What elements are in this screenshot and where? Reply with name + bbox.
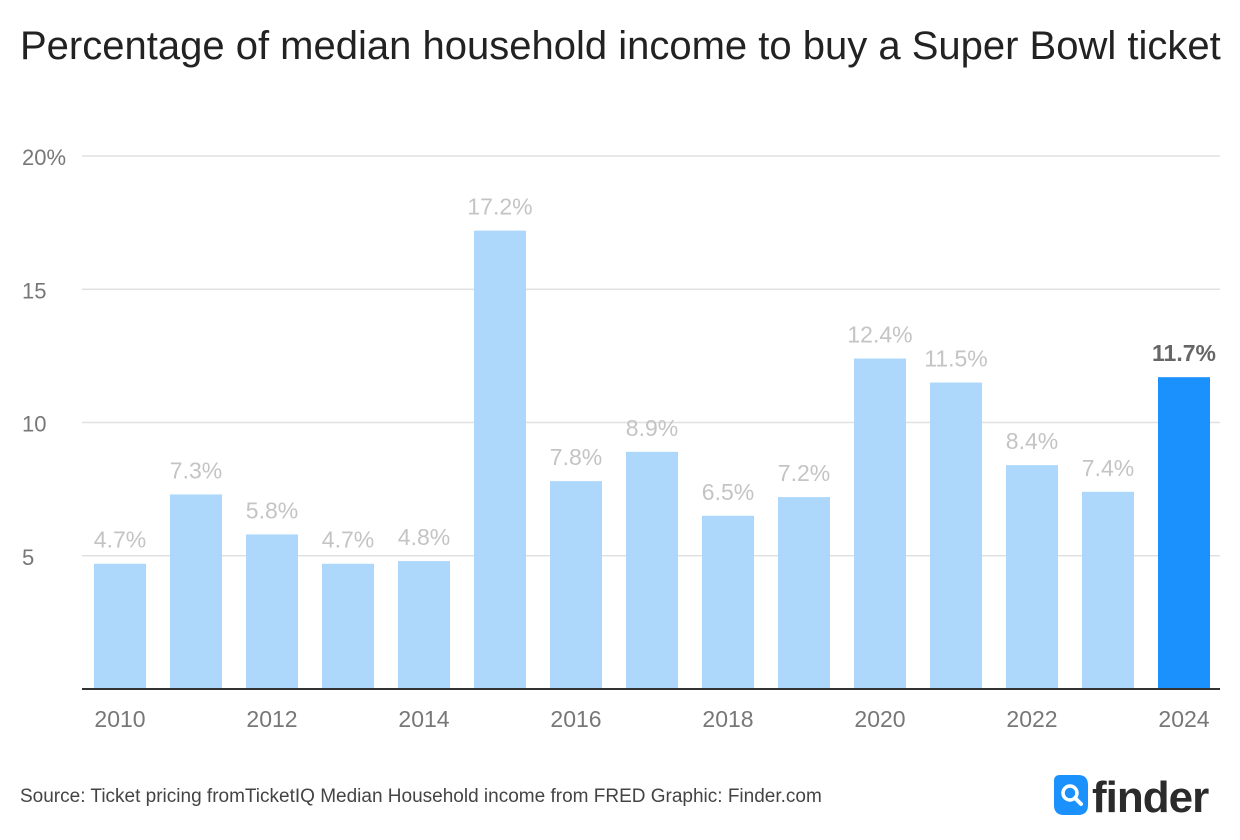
data-label: 17.2% [467, 194, 532, 220]
bar-2024 [1158, 377, 1210, 689]
y-tick-label: 15 [22, 278, 46, 303]
bar-2021 [930, 382, 982, 689]
data-label: 8.4% [1006, 428, 1058, 454]
y-tick-label: 20% [22, 145, 66, 170]
data-label: 5.8% [246, 497, 298, 523]
x-tick-label: 2016 [550, 706, 601, 732]
bar-2022 [1006, 465, 1058, 689]
x-tick-label: 2014 [398, 706, 449, 732]
x-tick-label: 2022 [1006, 706, 1057, 732]
magnifier-icon-lens [1061, 784, 1079, 802]
bar-2016 [550, 481, 602, 689]
data-label: 7.2% [778, 460, 830, 486]
bar-2011 [170, 494, 222, 689]
data-label: 6.5% [702, 479, 754, 505]
finder-logo-icon [1054, 775, 1088, 815]
y-tick-label: 10 [22, 412, 46, 437]
bar-2012 [246, 534, 298, 689]
bar-2018 [702, 515, 754, 689]
bar-2015 [474, 230, 526, 689]
data-label: 4.7% [94, 527, 146, 553]
finder-logo: finder [1054, 773, 1210, 822]
finder-logo-text: finder [1092, 773, 1209, 822]
data-label: 7.3% [170, 457, 222, 483]
bar-2020 [854, 358, 906, 689]
magnifier-icon-handle [1073, 796, 1083, 806]
data-labels: 4.7% 7.3% 5.8% 4.7% 4.8% 17.2% 7.8% 8.9% 6.5% 7.2… [94, 194, 1216, 553]
x-tick-label: 2024 [1158, 706, 1209, 732]
x-tick-label: 2018 [702, 706, 753, 732]
data-label: 7.8% [550, 444, 602, 470]
data-label: 4.7% [322, 527, 374, 553]
data-label: 11.5% [924, 346, 988, 372]
bar-2017 [626, 451, 678, 689]
source-note: Source: Ticket pricing fromTicketIQ Medi… [20, 786, 822, 807]
bars [94, 230, 1210, 689]
data-label: 12.4% [847, 322, 912, 348]
data-label: 8.9% [626, 415, 678, 441]
bar-2013 [322, 563, 374, 689]
bar-2023 [1082, 491, 1134, 689]
data-label: 7.4% [1082, 455, 1134, 481]
bar-2014 [398, 561, 450, 689]
x-tick-label: 2010 [94, 706, 145, 732]
chart-title: Percentage of median household income to… [20, 24, 1221, 68]
bar-2010 [94, 563, 146, 689]
y-tick-label: 5 [22, 545, 34, 570]
x-tick-label: 2020 [854, 706, 905, 732]
y-axis-ticks: 5 10 15 20% [22, 145, 66, 570]
data-label: 4.8% [398, 524, 450, 550]
x-axis-ticks: 2010 2012 2014 2016 2018 2020 2022 2024 [94, 706, 1209, 732]
bar-2019 [778, 497, 830, 689]
x-tick-label: 2012 [246, 706, 297, 732]
data-label: 11.7% [1152, 340, 1216, 366]
